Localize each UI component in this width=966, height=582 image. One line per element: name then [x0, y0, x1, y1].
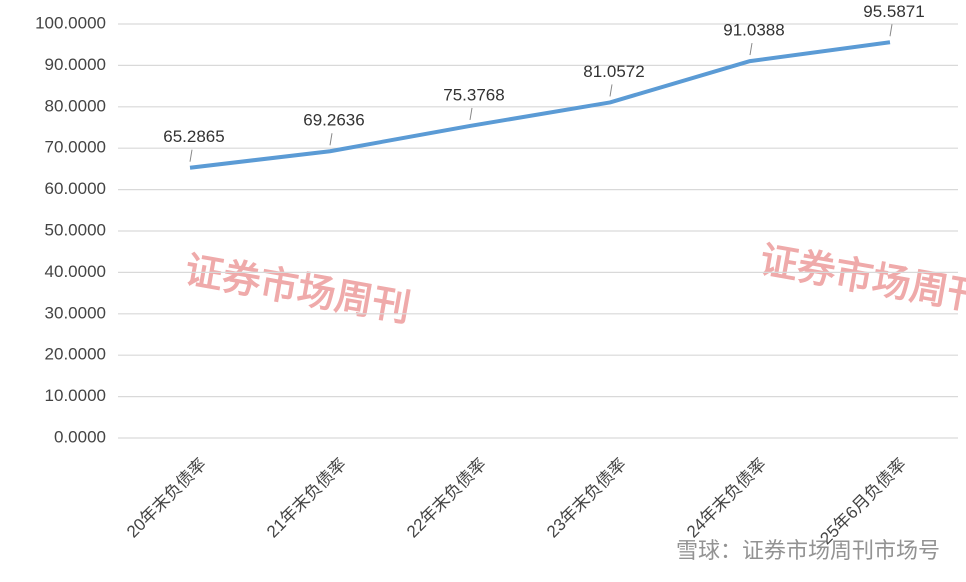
y-tick-label: 30.0000: [45, 303, 106, 322]
x-tick-label: 20年末负债率: [123, 455, 210, 542]
x-tick-label: 25年6月负债率: [816, 455, 910, 549]
y-tick-label: 50.0000: [45, 220, 106, 239]
footer: 雪球：证券市场周刊市场号: [676, 538, 940, 563]
data-label: 91.0388: [723, 21, 784, 40]
y-tick-label: 40.0000: [45, 262, 106, 281]
data-label: 81.0572: [583, 62, 644, 81]
watermark: 证券市场周刊: [757, 239, 966, 320]
y-tick-label: 80.0000: [45, 96, 106, 115]
y-tick-label: 10.0000: [45, 386, 106, 405]
y-tick-label: 0.0000: [54, 427, 106, 446]
label-leader: [189, 149, 193, 162]
watermark: 证券市场周刊: [182, 249, 414, 330]
label-leader: [889, 24, 893, 37]
label-leader: [469, 107, 473, 121]
data-label: 65.2865: [163, 127, 224, 146]
x-tick-label: 24年末负债率: [683, 455, 770, 542]
label-leader: [609, 84, 613, 97]
x-tick-label: 21年末负债率: [263, 455, 350, 542]
y-tick-label: 20.0000: [45, 345, 106, 364]
x-tick-label: 23年末负债率: [543, 455, 630, 542]
data-label: 95.5871: [863, 2, 924, 21]
y-tick-label: 90.0000: [45, 55, 106, 74]
data-line: [189, 40, 891, 170]
data-label: 69.2636: [303, 111, 364, 130]
y-tick-label: 100.0000: [35, 13, 106, 32]
data-label: 75.3768: [443, 85, 504, 104]
y-tick-label: 60.0000: [45, 179, 106, 198]
label-leader: [749, 43, 753, 56]
x-tick-label: 22年末负债率: [403, 455, 490, 542]
y-tick-label: 70.0000: [45, 138, 106, 157]
label-leader: [329, 133, 333, 146]
